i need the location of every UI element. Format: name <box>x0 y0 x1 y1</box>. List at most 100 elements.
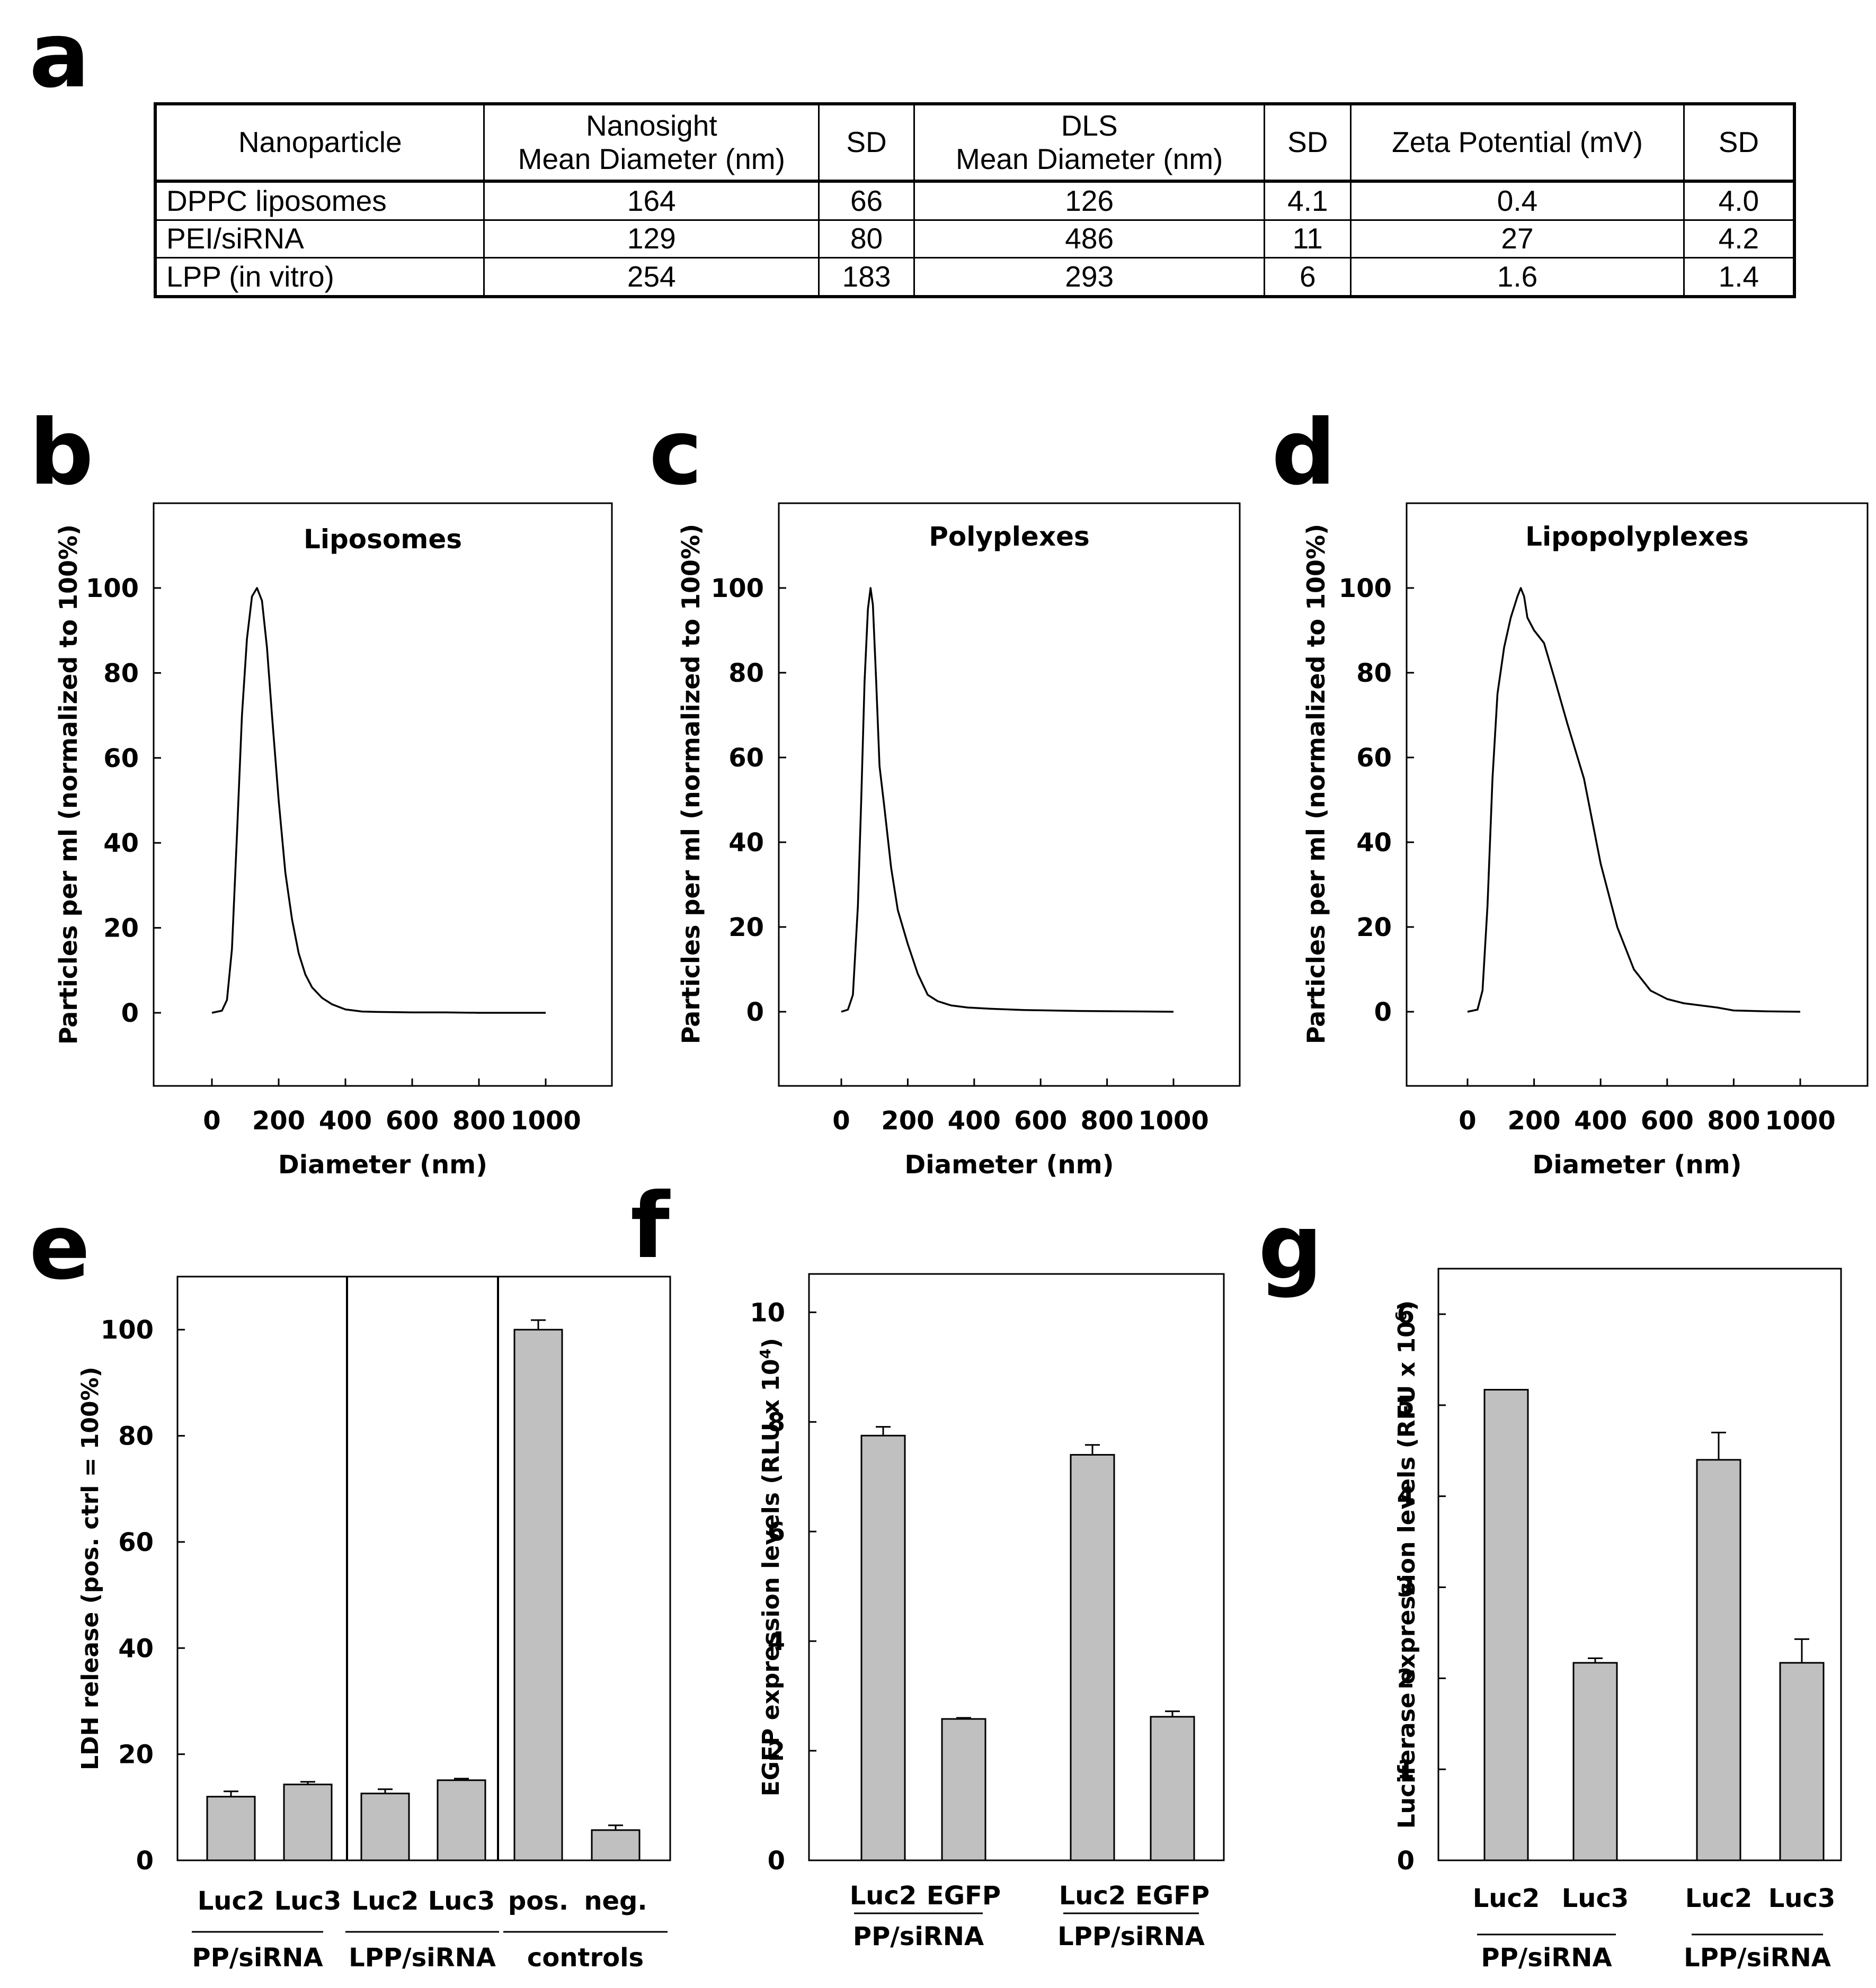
table-cell: 126 <box>913 180 1266 221</box>
y-tick-label: 80 <box>118 1422 154 1451</box>
y-axis-label-close: ) <box>758 1338 785 1349</box>
y-tick-label: 20 <box>1356 913 1392 942</box>
group-label: LPP/siRNA <box>1057 1922 1205 1951</box>
group-label: PP/siRNA <box>1481 1943 1612 1973</box>
table-cell: 486 <box>913 219 1266 259</box>
y-tick-label: 100 <box>1339 574 1392 603</box>
x-tick-label: 800 <box>452 1106 505 1136</box>
x-tick-label: 800 <box>1707 1106 1760 1136</box>
y-tick-label: 60 <box>103 744 139 773</box>
y-tick-label: 100 <box>101 1315 154 1345</box>
y-tick-label: 80 <box>728 658 764 688</box>
category-label: Luc2 <box>1059 1881 1126 1911</box>
bar-egfp <box>941 1718 986 1861</box>
group-label: PP/siRNA <box>192 1943 323 1973</box>
x-tick-label: 1000 <box>510 1106 581 1136</box>
panel-letter-a: a <box>29 3 90 108</box>
panel-letter-b: b <box>29 400 94 505</box>
group-label: PP/siRNA <box>853 1922 984 1951</box>
y-tick-label: 0 <box>136 1846 154 1876</box>
y-tick-label: 40 <box>103 828 139 858</box>
y-tick-label: 40 <box>728 828 764 858</box>
y-tick-label: 4 <box>1397 1482 1415 1512</box>
x-axis-label: Diameter (nm) <box>278 1150 487 1180</box>
table-cell: 183 <box>818 257 915 298</box>
bar-chart-f: 0 2 4 6 8 10 EGFP expression levels (RLU x 104… <box>750 1273 1225 1951</box>
category-label: Luc2 <box>850 1881 917 1911</box>
table-cell: 0.4 <box>1350 180 1685 221</box>
bar-luc3 <box>437 1779 486 1861</box>
group-label: controls <box>527 1943 644 1973</box>
category-label: Luc3 <box>1768 1884 1836 1913</box>
data-line-liposomes <box>211 587 546 1014</box>
bar-neg <box>591 1829 641 1861</box>
y-tick-label: 5 <box>1397 1391 1415 1421</box>
y-axis-label: Particles per ml (normalized to 100%) <box>54 524 83 1045</box>
y-tick-label: 100 <box>711 574 764 603</box>
y-tick-label: 80 <box>103 658 139 688</box>
panel-letter-g: g <box>1258 1195 1323 1300</box>
header-sd: SD <box>818 103 915 183</box>
category-label: pos. <box>508 1886 568 1916</box>
table-cell: 4.2 <box>1683 219 1795 259</box>
table-cell: 27 <box>1350 219 1685 259</box>
y-tick-label: 40 <box>118 1634 154 1663</box>
table-cell: 4.0 <box>1683 180 1795 221</box>
y-tick-label: 6 <box>1397 1300 1415 1330</box>
category-label: Luc3 <box>274 1886 342 1916</box>
category-label: Luc2 <box>198 1886 265 1916</box>
y-tick-label: 40 <box>1356 828 1392 858</box>
y-tick-label: 6 <box>768 1517 785 1547</box>
category-label: EGFP <box>1135 1881 1210 1911</box>
table-cell: 254 <box>483 257 820 298</box>
chart-title: Liposomes <box>304 524 462 555</box>
panel-letter-c: c <box>649 400 703 505</box>
y-axis-label: LDH release (pos. ctrl = 100%) <box>77 1367 104 1770</box>
header-nanoparticle: Nanoparticle <box>154 103 485 183</box>
plot-frame <box>153 502 613 1087</box>
x-tick-label: 0 <box>203 1106 220 1136</box>
category-label: Luc2 <box>352 1886 419 1916</box>
y-axis-label-main: Luciferase expression levels (RFU x 10 <box>1393 1321 1420 1829</box>
header-nanosight-mean-diameter: Nanosight Mean Diameter (nm) <box>483 103 820 183</box>
y-tick-label: 60 <box>728 743 764 773</box>
y-axis-label: Particles per ml (normalized to 100%) <box>1302 524 1330 1044</box>
bar-luc2 <box>1070 1454 1115 1861</box>
y-tick-label: 20 <box>103 914 139 943</box>
bar-luc2 <box>860 1434 906 1861</box>
table-header-row: Nanoparticle Nanosight Mean Diameter (nm… <box>154 103 1795 183</box>
panel-letter-d: d <box>1272 400 1336 505</box>
y-tick-label: 60 <box>118 1528 154 1557</box>
table-cell: LPP (in vitro) <box>154 257 485 298</box>
y-axis-label-exponent: 6 <box>1392 1311 1410 1321</box>
y-tick-label: 0 <box>746 997 764 1027</box>
data-line-lipopolyplexes <box>1467 587 1801 1013</box>
group-label: LPP/siRNA <box>349 1943 496 1973</box>
table-cell: 293 <box>913 257 1266 298</box>
table-cell: PEI/siRNA <box>154 219 485 259</box>
y-axis-label: EGFP expression levels (RLU x 104) <box>757 1338 785 1796</box>
x-tick-label: 400 <box>948 1106 1001 1136</box>
panel-letter-f: f <box>630 1174 670 1279</box>
plot-frame <box>1406 502 1869 1087</box>
y-axis-label-close: ) <box>1393 1300 1420 1311</box>
y-tick-label: 60 <box>1356 743 1392 773</box>
x-axis-label: Diameter (nm) <box>904 1150 1114 1180</box>
bar-chart-e: 0 20 40 60 80 100 LDH release (pos. ctrl = 100… <box>77 1276 671 1973</box>
y-tick-label: 0 <box>1397 1846 1415 1876</box>
x-tick-label: 1000 <box>1138 1106 1209 1136</box>
x-tick-label: 400 <box>1574 1106 1627 1136</box>
y-tick-label: 1 <box>1397 1755 1415 1785</box>
y-axis-label-exponent: 4 <box>757 1349 774 1359</box>
table-cell: 1.6 <box>1350 257 1685 298</box>
x-tick-label: 600 <box>386 1106 439 1136</box>
x-tick-label: 400 <box>319 1106 372 1136</box>
category-label: Luc2 <box>1685 1884 1753 1913</box>
plot-frame <box>778 502 1241 1087</box>
x-tick-label: 200 <box>252 1106 305 1136</box>
x-tick-label: 800 <box>1080 1106 1133 1136</box>
